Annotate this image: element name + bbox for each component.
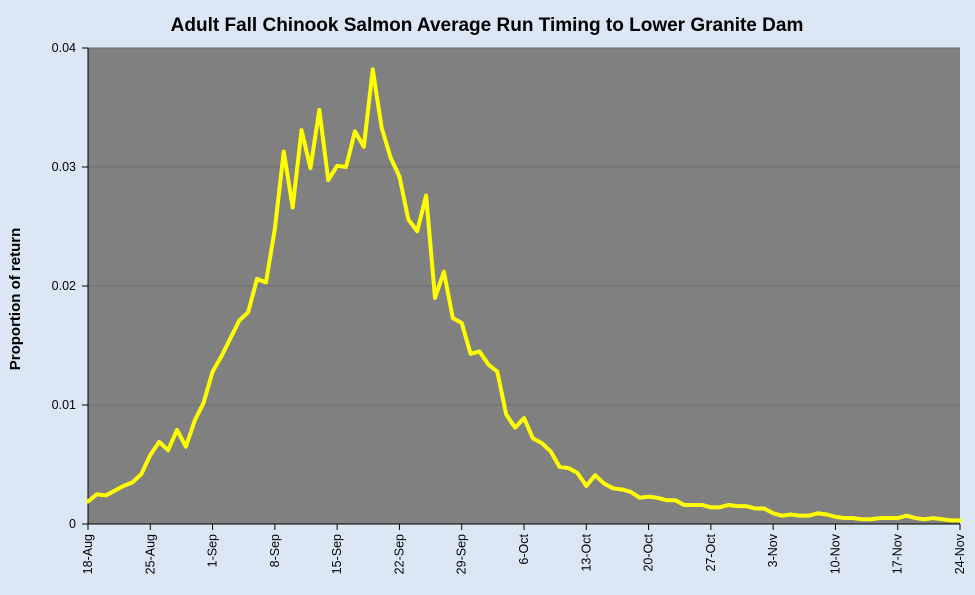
x-tick-label: 27-Oct [704, 533, 718, 571]
x-tick-label: 10-Nov [828, 533, 842, 574]
x-tick-label: 20-Oct [642, 533, 656, 571]
x-tick-label: 15-Sep [330, 534, 344, 574]
x-tick-label: 1-Sep [206, 534, 220, 567]
y-tick-label: 0.03 [52, 160, 76, 174]
y-tick-label: 0.01 [52, 398, 76, 412]
x-tick-labels: 18-Aug 25-Aug 1-Sep 8-Sep 15-Sep 22-Sep 29-Sep… [81, 533, 967, 574]
x-tick-label: 13-Oct [579, 533, 593, 571]
y-tick-label: 0 [69, 517, 76, 531]
y-tick-labels: 0 0.01 0.02 0.03 0.04 [52, 41, 76, 531]
y-tick-label: 0.02 [52, 279, 76, 293]
x-tick-label: 6-Oct [517, 533, 531, 564]
x-tick-label: 17-Nov [891, 533, 905, 574]
x-tick-label: 24-Nov [953, 533, 967, 574]
y-tick-label: 0.04 [52, 41, 76, 55]
x-tick-label: 3-Nov [766, 533, 780, 567]
x-tick-label: 8-Sep [268, 534, 282, 567]
gridlines [88, 47, 960, 406]
x-tick-label: 29-Sep [455, 534, 469, 574]
y-axis-label: Proportion of return [7, 228, 24, 371]
chart-title: Adult Fall Chinook Salmon Average Run Ti… [171, 15, 804, 36]
x-tick-label: 22-Sep [392, 534, 406, 574]
x-tick-label: 18-Aug [81, 534, 95, 574]
axes [82, 47, 961, 530]
series-line [86, 67, 962, 523]
series-layer [86, 67, 962, 523]
x-tick-label: 25-Aug [143, 534, 157, 574]
